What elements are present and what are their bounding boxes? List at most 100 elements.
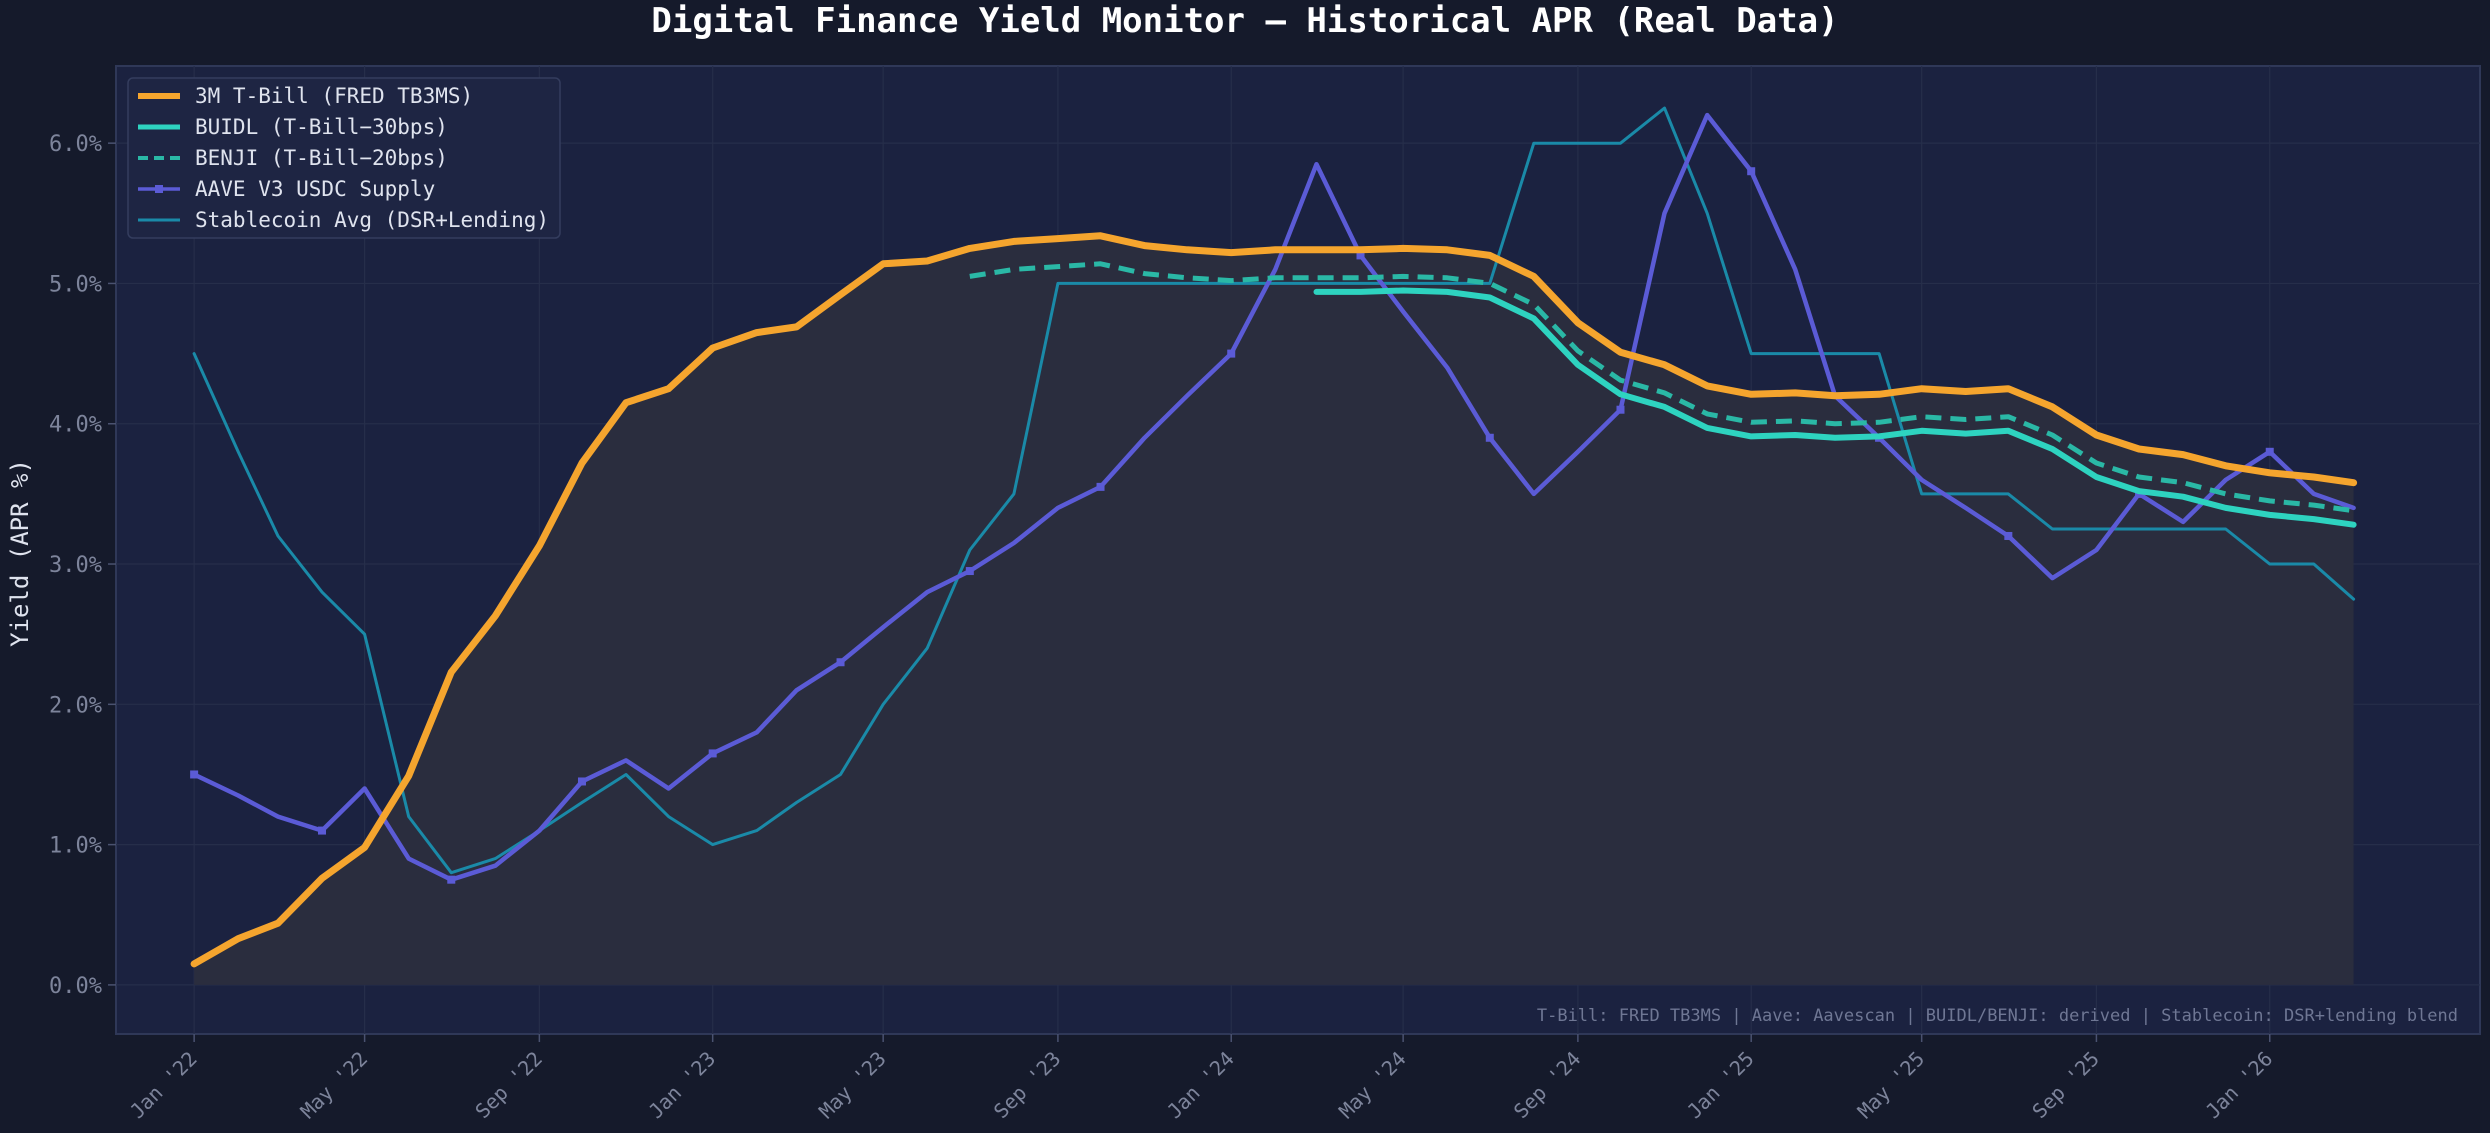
data-point <box>234 792 242 800</box>
data-point <box>1747 350 1755 358</box>
data-point <box>966 546 974 554</box>
data-point <box>1831 434 1839 442</box>
data-point <box>1312 246 1320 254</box>
data-point <box>1312 160 1320 168</box>
data-point <box>622 399 630 407</box>
data-point <box>1875 390 1883 398</box>
legend-label: AAVE V3 USDC Supply <box>195 177 435 201</box>
data-point <box>1271 246 1279 254</box>
data-point <box>447 869 455 877</box>
data-point <box>1530 272 1538 280</box>
data-point <box>1962 430 1970 438</box>
data-point <box>1918 385 1926 393</box>
data-point <box>1918 427 1926 435</box>
data-point <box>1357 288 1365 296</box>
series-line <box>1313 287 2357 528</box>
data-point <box>1661 104 1669 112</box>
data-point <box>2004 531 2013 540</box>
data-point <box>2266 560 2274 568</box>
y-axis-label: Yield (APR %) <box>6 459 34 647</box>
data-point <box>1703 382 1711 390</box>
data-point <box>361 784 369 792</box>
data-point <box>2350 479 2358 487</box>
data-point <box>318 588 326 596</box>
series-benji-t-bill-20bps <box>969 261 2354 514</box>
data-point <box>1183 246 1191 254</box>
data-point <box>2310 490 2318 498</box>
data-point <box>2350 595 2358 603</box>
legend-item-stablecoin-avg-dsr-lending: Stablecoin Avg (DSR+Lending) <box>138 208 549 232</box>
data-point <box>923 644 931 652</box>
data-point <box>1962 416 1970 424</box>
data-point <box>2048 574 2056 582</box>
data-point <box>1486 279 1494 287</box>
data-point <box>1791 417 1799 425</box>
data-point <box>1443 364 1451 372</box>
data-point <box>1530 490 1538 498</box>
data-point <box>1054 235 1062 243</box>
data-point <box>1831 392 1839 400</box>
data-point <box>274 813 282 821</box>
data-point <box>1271 274 1279 282</box>
data-point <box>1918 413 1926 421</box>
data-point <box>1747 167 1756 176</box>
data-point <box>665 813 673 821</box>
data-point <box>2222 525 2230 533</box>
legend: 3M T-Bill (FRED TB3MS) BUIDL (T-Bill−30bp… <box>127 77 561 239</box>
data-point <box>1443 246 1451 254</box>
data-point <box>491 612 499 620</box>
legend-item-buidl-t-bill-30bps: BUIDL (T-Bill−30bps) <box>138 115 448 139</box>
data-point <box>1962 504 1970 512</box>
data-point <box>1312 274 1320 282</box>
data-point <box>1616 405 1625 414</box>
data-point <box>793 799 801 807</box>
data-point <box>2310 515 2318 523</box>
series-line <box>191 112 2356 882</box>
data-point <box>1574 139 1582 147</box>
data-point <box>2092 525 2100 533</box>
data-point <box>2048 445 2056 453</box>
data-point <box>1399 308 1407 316</box>
data-point <box>1747 390 1755 398</box>
data-point <box>1831 350 1839 358</box>
data-point <box>1661 389 1669 397</box>
data-point <box>2004 385 2012 393</box>
data-point <box>1530 315 1538 323</box>
data-point <box>2310 501 2318 509</box>
data-point <box>1574 319 1582 327</box>
data-point <box>1010 237 1018 245</box>
data-point <box>837 291 845 299</box>
data-point <box>1616 390 1624 398</box>
data-point <box>923 588 931 596</box>
data-point <box>361 843 369 851</box>
data-point <box>1574 347 1582 355</box>
data-point <box>1356 251 1365 260</box>
data-point <box>1227 249 1235 257</box>
data-point <box>2048 525 2056 533</box>
legend-item-benji-t-bill-20bps: BENJI (T-Bill−20bps) <box>138 146 448 170</box>
legend-item-3m-t-bill-fred-tb3ms: 3M T-Bill (FRED TB3MS) <box>138 84 473 108</box>
data-point <box>1271 265 1279 273</box>
legend-label: BENJI (T-Bill−20bps) <box>195 146 448 170</box>
data-point <box>2222 490 2230 498</box>
data-point <box>2092 431 2100 439</box>
data-point <box>1010 265 1018 273</box>
y-tick-label: 5.0% <box>49 272 102 297</box>
data-point <box>2179 493 2187 501</box>
data-point <box>793 686 801 694</box>
data-point <box>753 329 761 337</box>
data-point <box>2135 525 2143 533</box>
data-point <box>577 777 586 786</box>
data-point <box>1097 232 1105 240</box>
data-point <box>622 770 630 778</box>
data-point <box>2222 476 2230 484</box>
data-point <box>753 728 761 736</box>
data-point <box>535 827 543 835</box>
data-point <box>2092 459 2100 467</box>
data-point <box>1227 277 1235 285</box>
data-point <box>753 827 761 835</box>
data-point <box>1574 448 1582 456</box>
data-point <box>190 350 198 358</box>
data-point <box>665 385 673 393</box>
data-point <box>274 532 282 540</box>
